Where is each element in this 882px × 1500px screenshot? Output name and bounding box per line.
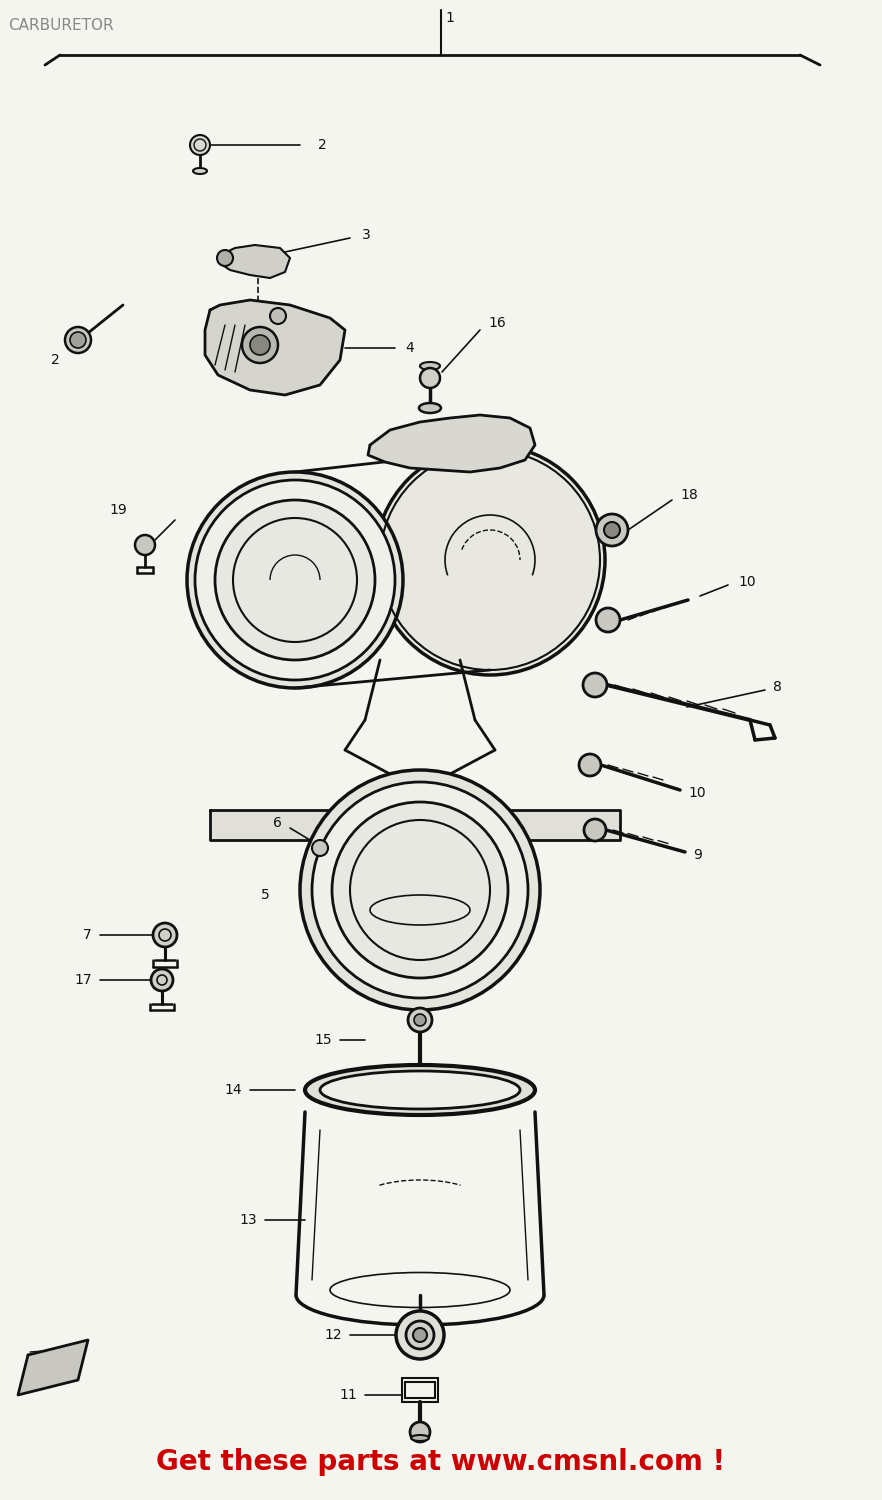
Text: 2: 2 bbox=[318, 138, 326, 152]
Text: 9: 9 bbox=[693, 847, 702, 862]
Polygon shape bbox=[218, 244, 290, 278]
Circle shape bbox=[190, 135, 210, 154]
Circle shape bbox=[604, 522, 620, 538]
Circle shape bbox=[270, 308, 286, 324]
Text: 8: 8 bbox=[773, 680, 781, 694]
Ellipse shape bbox=[420, 362, 440, 370]
Ellipse shape bbox=[419, 404, 441, 412]
Polygon shape bbox=[210, 810, 620, 840]
Circle shape bbox=[187, 472, 403, 688]
Circle shape bbox=[195, 480, 395, 680]
Text: 4: 4 bbox=[405, 340, 414, 356]
Text: 11: 11 bbox=[340, 1388, 357, 1402]
Circle shape bbox=[584, 819, 606, 842]
Ellipse shape bbox=[411, 1436, 429, 1442]
Circle shape bbox=[596, 514, 628, 546]
Circle shape bbox=[596, 608, 620, 631]
Circle shape bbox=[312, 840, 328, 856]
Circle shape bbox=[410, 1422, 430, 1442]
Text: Get these parts at www.cmsnl.com !: Get these parts at www.cmsnl.com ! bbox=[156, 1449, 726, 1476]
Text: 10: 10 bbox=[688, 786, 706, 800]
Text: 5: 5 bbox=[261, 888, 270, 902]
Text: 10: 10 bbox=[738, 574, 756, 590]
Ellipse shape bbox=[305, 1065, 535, 1114]
Circle shape bbox=[396, 1311, 444, 1359]
Text: 1: 1 bbox=[445, 10, 454, 26]
Circle shape bbox=[332, 802, 508, 978]
Circle shape bbox=[579, 754, 601, 776]
Circle shape bbox=[583, 674, 607, 698]
Text: 18: 18 bbox=[680, 488, 698, 502]
Circle shape bbox=[242, 327, 278, 363]
Ellipse shape bbox=[320, 1071, 520, 1108]
Text: 15: 15 bbox=[314, 1034, 332, 1047]
Circle shape bbox=[413, 1328, 427, 1342]
Text: 19: 19 bbox=[109, 503, 127, 518]
Circle shape bbox=[217, 251, 233, 266]
Circle shape bbox=[300, 770, 540, 1010]
Circle shape bbox=[215, 500, 375, 660]
Circle shape bbox=[65, 327, 91, 352]
Ellipse shape bbox=[193, 168, 207, 174]
Text: 14: 14 bbox=[224, 1083, 242, 1096]
Circle shape bbox=[406, 1322, 434, 1348]
Circle shape bbox=[250, 334, 270, 356]
Polygon shape bbox=[18, 1340, 88, 1395]
Circle shape bbox=[153, 922, 177, 946]
Text: CARBURETOR: CARBURETOR bbox=[8, 18, 114, 33]
Circle shape bbox=[420, 368, 440, 388]
Polygon shape bbox=[205, 300, 345, 394]
Text: 2: 2 bbox=[50, 352, 59, 368]
Text: 6: 6 bbox=[273, 816, 282, 830]
Circle shape bbox=[414, 1014, 426, 1026]
Circle shape bbox=[135, 536, 155, 555]
Polygon shape bbox=[368, 416, 535, 472]
Text: 17: 17 bbox=[74, 974, 92, 987]
Circle shape bbox=[151, 969, 173, 992]
Text: 3: 3 bbox=[362, 228, 370, 242]
Circle shape bbox=[70, 332, 86, 348]
Circle shape bbox=[408, 1008, 432, 1032]
Text: 7: 7 bbox=[83, 928, 92, 942]
Text: 16: 16 bbox=[488, 316, 505, 330]
Text: 13: 13 bbox=[239, 1214, 257, 1227]
Circle shape bbox=[375, 446, 605, 675]
Text: 12: 12 bbox=[325, 1328, 342, 1342]
Text: www.cmsnl.com: www.cmsnl.com bbox=[350, 920, 532, 940]
Circle shape bbox=[312, 782, 528, 998]
